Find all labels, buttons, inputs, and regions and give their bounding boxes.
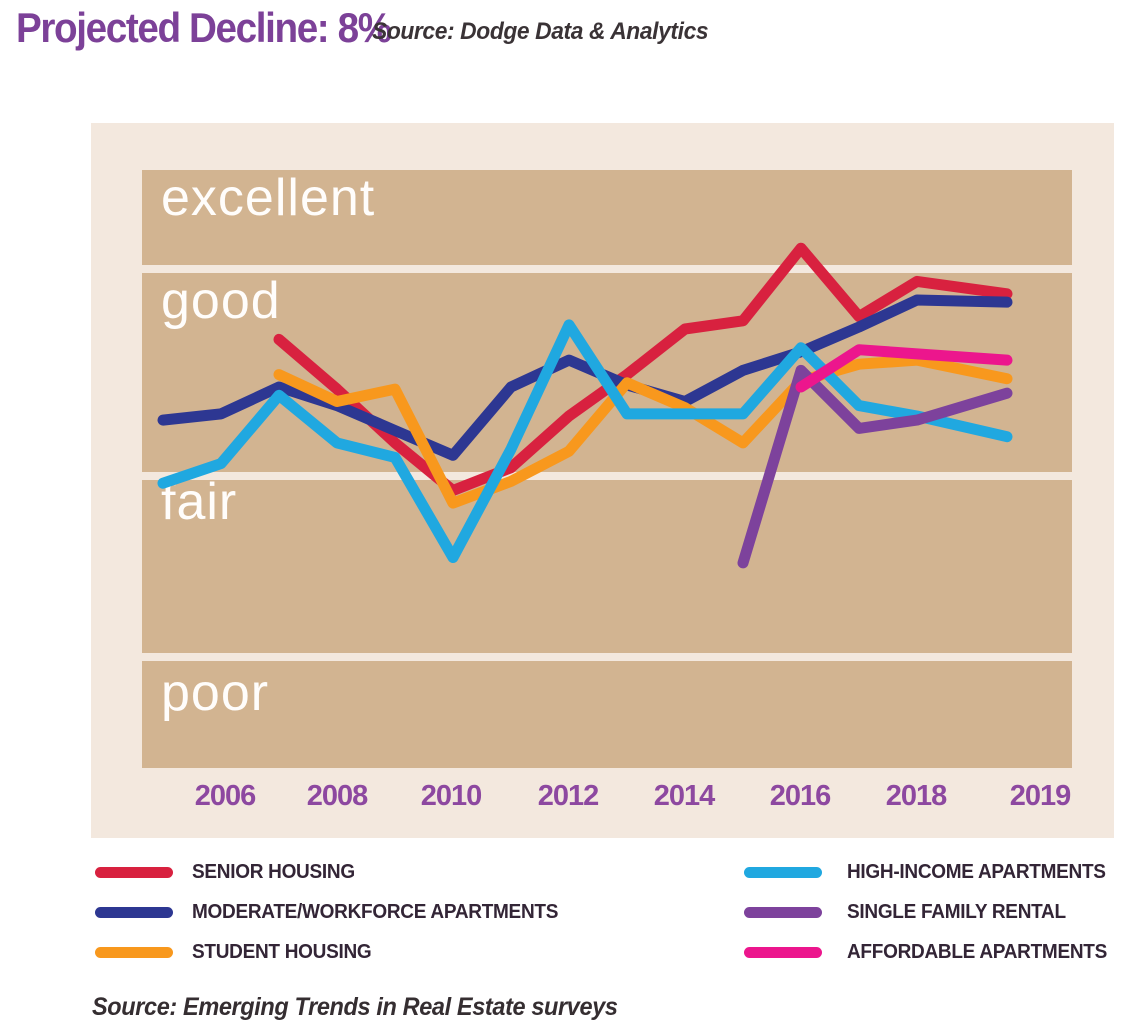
legend-label-senior-housing: SENIOR HOUSING: [192, 861, 355, 883]
band-good: good: [142, 273, 1072, 472]
legend-swatch-high-income-apartments: [744, 867, 822, 878]
band-label-good: good: [161, 272, 281, 330]
band-label-excellent: excellent: [161, 169, 376, 227]
header-source-note: Source: Dodge Data & Analytics: [372, 18, 709, 45]
x-tick-2010: 2010: [420, 780, 483, 812]
page-title: Projected Decline: 8%: [16, 4, 392, 51]
band-label-fair: fair: [161, 473, 238, 531]
x-tick-2008: 2008: [306, 780, 369, 812]
x-tick-2019: 2019: [1009, 780, 1072, 812]
legend-swatch-affordable-apartments: [744, 947, 822, 958]
x-tick-2014: 2014: [653, 780, 716, 812]
x-tick-2012: 2012: [537, 780, 600, 812]
legend-label-affordable-apartments: AFFORDABLE APARTMENTS: [847, 941, 1108, 963]
legend-label-student-housing: STUDENT HOUSING: [192, 941, 372, 963]
chart-panel: excellent good fair poor: [91, 123, 1114, 838]
x-tick-2016: 2016: [769, 780, 832, 812]
legend-swatch-moderate-workforce-apartments: [95, 907, 173, 918]
band-excellent: excellent: [142, 170, 1072, 265]
x-tick-2006: 2006: [194, 780, 257, 812]
legend-label-single-family-rental: SINGLE FAMILY RENTAL: [847, 901, 1066, 923]
legend-swatch-single-family-rental: [744, 907, 822, 918]
footer-source-note: Source: Emerging Trends in Real Estate s…: [92, 993, 618, 1021]
band-poor: poor: [142, 661, 1072, 768]
band-label-poor: poor: [161, 664, 270, 722]
legend-label-moderate-workforce-apartments: MODERATE/WORKFORCE APARTMENTS: [192, 901, 559, 923]
legend-label-high-income-apartments: HIGH-INCOME APARTMENTS: [847, 861, 1106, 883]
legend-swatch-student-housing: [95, 947, 173, 958]
band-fair: fair: [142, 474, 1072, 653]
x-tick-2018: 2018: [885, 780, 948, 812]
legend-swatch-senior-housing: [95, 867, 173, 878]
